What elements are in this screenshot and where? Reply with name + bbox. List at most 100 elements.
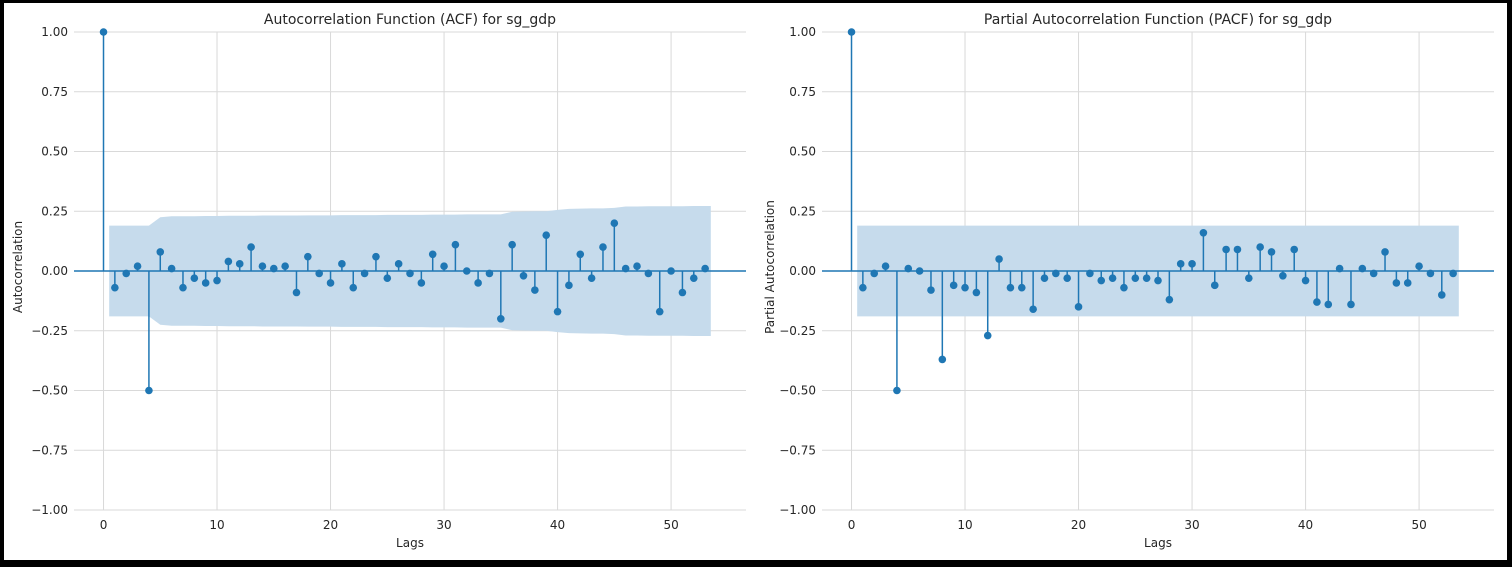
acf-point-24 <box>372 252 380 261</box>
pacf-point-7 <box>927 286 935 294</box>
pacf-point-46 <box>1369 269 1378 278</box>
pacf-point-14 <box>1006 283 1015 292</box>
acf-y-tick-label: 0.50 <box>41 145 68 159</box>
acf-x-tick-label: 40 <box>550 518 565 532</box>
acf-point-44 <box>599 243 607 251</box>
pacf-point-17 <box>1040 274 1049 282</box>
acf-pacf-figure: 0 10 20 30 40 50 1.00 0.75 0.50 0.25 0.00 −0.25 −0.5… <box>11 12 1494 550</box>
acf-point-11 <box>224 257 233 266</box>
acf-point-8 <box>190 274 199 282</box>
acf-point-17 <box>292 288 301 297</box>
pacf-x-tick-label: 20 <box>1071 518 1086 532</box>
acf-point-9 <box>201 279 210 287</box>
acf-point-23 <box>360 269 369 278</box>
pacf-point-19 <box>1063 274 1071 282</box>
acf-point-51 <box>678 288 687 297</box>
pacf-x-tick-label: 0 <box>848 518 856 532</box>
pacf-point-45 <box>1358 264 1367 273</box>
acf-point-52 <box>689 274 698 282</box>
pacf-point-1 <box>859 283 867 292</box>
acf-point-2 <box>122 269 131 278</box>
pacf-point-10 <box>961 283 969 292</box>
acf-point-18 <box>304 252 312 261</box>
acf-point-25 <box>383 274 392 282</box>
acf-x-tick-label: 10 <box>209 518 224 532</box>
pacf-point-20 <box>1074 303 1083 311</box>
acf-y-tick-label: −0.50 <box>31 384 68 398</box>
pacf-point-44 <box>1347 300 1355 309</box>
acf-point-31 <box>451 240 460 249</box>
pacf-title: Partial Autocorrelation Function (PACF) … <box>984 12 1332 28</box>
acf-point-41 <box>565 281 573 290</box>
acf-point-26 <box>394 260 403 268</box>
acf-point-48 <box>644 269 653 278</box>
acf-point-10 <box>213 276 221 285</box>
acf-title: Autocorrelation Function (ACF) for sg_gd… <box>264 12 556 28</box>
pacf-y-tick-label: 1.00 <box>789 25 816 39</box>
acf-y-axis-label: Autocorrelation <box>11 221 25 313</box>
acf-x-tick-label: 30 <box>436 518 451 532</box>
pacf-y-tick-label: 0.25 <box>789 204 816 218</box>
pacf-point-24 <box>1120 283 1128 292</box>
acf-point-6 <box>167 264 176 273</box>
pacf-point-39 <box>1290 245 1299 254</box>
pacf-x-tick-label: 50 <box>1411 518 1426 532</box>
acf-point-5 <box>156 248 165 256</box>
pacf-point-6 <box>915 267 924 275</box>
pacf-y-tick-label: 0.75 <box>789 85 816 99</box>
pacf-point-21 <box>1086 269 1094 278</box>
pacf-x-tick-label: 40 <box>1298 518 1313 532</box>
pacf-point-4 <box>893 386 901 395</box>
acf-point-19 <box>315 269 323 278</box>
pacf-point-12 <box>983 331 992 340</box>
pacf-point-47 <box>1381 248 1389 256</box>
acf-point-35 <box>497 315 505 323</box>
pacf-x-axis-label: Lags <box>1144 536 1172 550</box>
pacf-y-tick-label: −0.75 <box>779 443 816 457</box>
pacf-point-37 <box>1267 248 1276 256</box>
acf-y-tick-label: 0.25 <box>41 204 68 218</box>
pacf-point-52 <box>1437 291 1446 299</box>
pacf-point-51 <box>1426 269 1435 278</box>
pacf-point-8 <box>938 355 947 364</box>
acf-point-7 <box>179 283 187 292</box>
pacf-point-5 <box>904 264 913 273</box>
pacf-point-38 <box>1279 271 1287 280</box>
pacf-point-15 <box>1017 283 1026 292</box>
acf-point-16 <box>281 262 289 271</box>
acf-point-22 <box>349 283 358 292</box>
pacf-point-41 <box>1313 298 1321 306</box>
pacf-y-tick-label: 0.50 <box>789 145 816 159</box>
pacf-point-28 <box>1165 295 1174 304</box>
pacf-point-26 <box>1142 274 1151 282</box>
acf-y-tick-label: 1.00 <box>41 25 68 39</box>
acf-point-4 <box>145 386 153 395</box>
pacf-point-49 <box>1403 279 1412 287</box>
pacf-y-tick-label: −0.50 <box>779 384 816 398</box>
pacf-point-35 <box>1245 274 1253 282</box>
acf-point-30 <box>440 262 448 271</box>
acf-point-45 <box>610 219 619 227</box>
acf-point-46 <box>621 264 630 273</box>
acf-point-3 <box>133 262 142 271</box>
acf-point-21 <box>338 260 346 268</box>
acf-point-42 <box>576 250 585 259</box>
acf-point-38 <box>531 286 539 294</box>
acf-point-29 <box>428 250 437 259</box>
acf-point-34 <box>485 269 494 278</box>
acf-point-27 <box>406 269 414 278</box>
pacf-point-30 <box>1188 260 1196 268</box>
pacf-point-42 <box>1324 300 1333 309</box>
acf-x-tick-label: 20 <box>323 518 338 532</box>
acf-panel: 0 10 20 30 40 50 1.00 0.75 0.50 0.25 0.00 −0.25 −0.5… <box>11 12 746 550</box>
pacf-point-18 <box>1052 269 1060 278</box>
acf-point-20 <box>326 279 335 287</box>
acf-point-39 <box>542 231 551 239</box>
figure: 0 10 20 30 40 50 1.00 0.75 0.50 0.25 0.00 −0.25 −0.5… <box>4 3 1507 560</box>
pacf-x-tick-label: 10 <box>957 518 972 532</box>
pacf-point-0 <box>847 28 856 36</box>
pacf-x-tick-label: 30 <box>1184 518 1199 532</box>
pacf-point-33 <box>1222 245 1230 254</box>
acf-point-47 <box>633 262 641 271</box>
acf-point-49 <box>655 307 664 316</box>
